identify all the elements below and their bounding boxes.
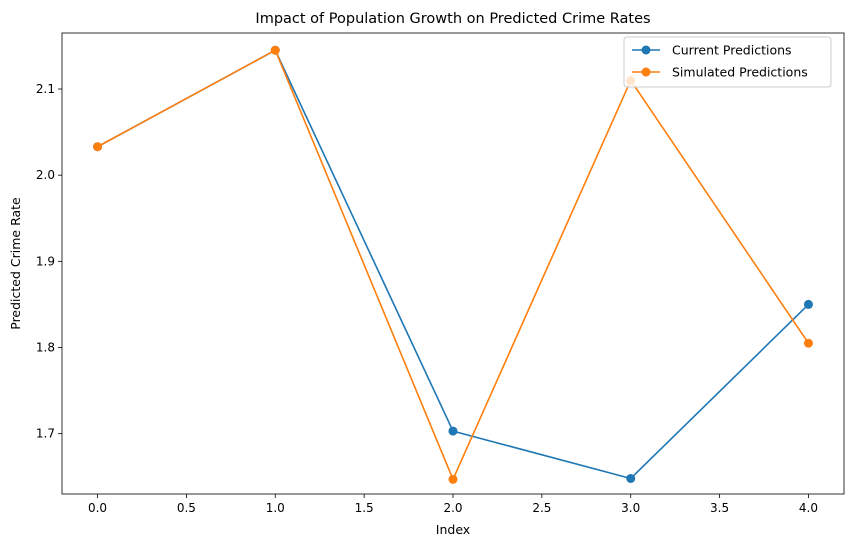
- legend-frame: [623, 36, 832, 88]
- y-tick-label: 1.8: [36, 341, 55, 355]
- y-tick-label: 1.9: [36, 254, 55, 268]
- y-axis: 1.7 1.8 1.9 2.0 2.1: [36, 82, 62, 441]
- x-tick-label: 2.5: [532, 501, 551, 515]
- simulated-predictions-point: [93, 142, 103, 152]
- x-tick-label: 1.5: [355, 501, 374, 515]
- legend-label-current-predictions: Current Predictions: [672, 43, 792, 58]
- y-tick-label: 2.1: [36, 82, 55, 96]
- legend-marker-current-predictions: [641, 45, 651, 55]
- current-predictions-point: [803, 299, 813, 309]
- x-tick-label: 3.0: [621, 501, 640, 515]
- x-tick-label: 2.0: [443, 501, 462, 515]
- legend-marker-simulated-predictions: [641, 67, 651, 77]
- x-tick-label: 0.0: [88, 501, 107, 515]
- current-predictions-point: [448, 426, 458, 436]
- legend: Current Predictions Simulated Predictions: [623, 36, 832, 88]
- simulated-predictions-point: [803, 338, 813, 348]
- simulated-predictions-point: [448, 474, 458, 484]
- y-axis-label: Predicted Crime Rate: [8, 197, 23, 330]
- current-predictions-point: [626, 473, 636, 483]
- simulated-predictions-point: [270, 45, 280, 55]
- y-tick-label: 1.7: [36, 427, 55, 441]
- legend-label-simulated-predictions: Simulated Predictions: [672, 65, 808, 80]
- x-tick-label: 3.5: [710, 501, 729, 515]
- x-axis: 0.0 0.5 1.0 1.5 2.0 2.5 3.0 3.5 4.0: [88, 494, 818, 515]
- x-tick-label: 4.0: [799, 501, 818, 515]
- chart-title: Impact of Population Growth on Predicted…: [255, 11, 650, 27]
- y-tick-label: 2.0: [36, 168, 55, 182]
- series-layer: [93, 45, 813, 484]
- x-tick-label: 0.5: [177, 501, 196, 515]
- x-axis-label: Index: [436, 522, 470, 537]
- x-tick-label: 1.0: [266, 501, 285, 515]
